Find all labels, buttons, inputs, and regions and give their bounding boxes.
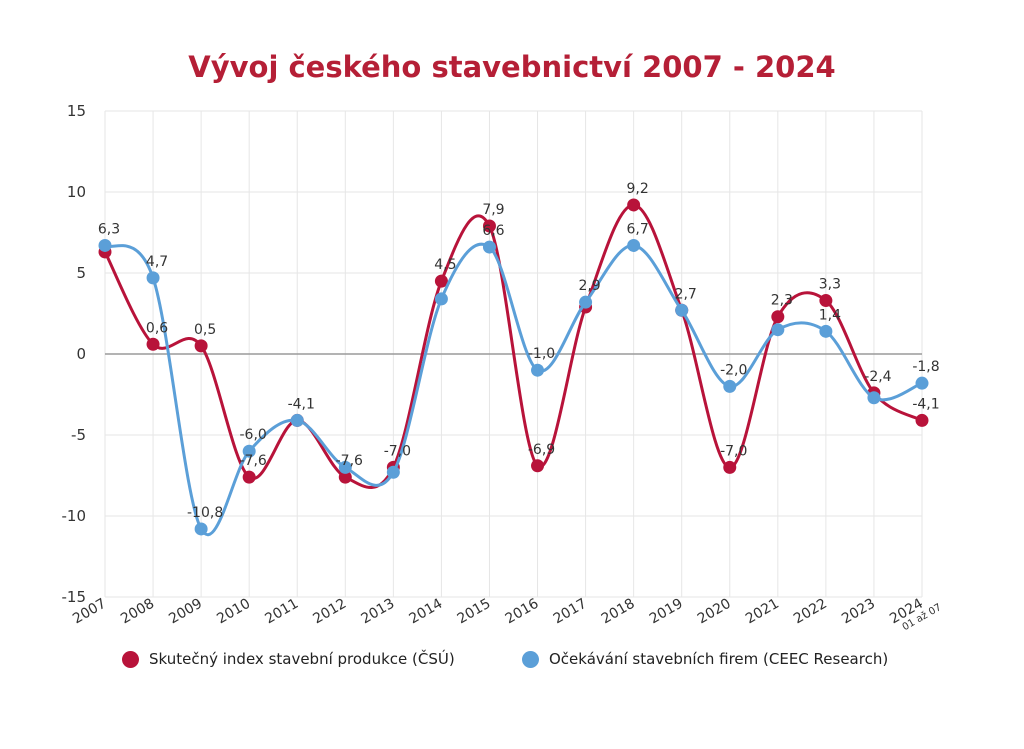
data-point-ceec [386,465,400,479]
data-point-csu [146,337,160,351]
data-point-ceec [146,271,160,285]
legend-item-ceec: Očekávání stavebních firem (CEEC Researc… [522,650,888,668]
data-label-ceec: -6,0 [240,427,267,443]
data-point-ceec [627,238,641,252]
data-point-csu [723,460,737,474]
x-tick-label: 2018 [599,596,638,628]
series-line-csu [103,203,923,489]
data-point-ceec [98,238,112,252]
data-point-ceec [723,379,737,393]
data-label-ceec: -4,1 [288,396,315,412]
x-tick-label: 2009 [166,596,205,628]
data-point-ceec [242,444,256,458]
data-label-csu: -6,9 [528,442,555,458]
data-point-csu [194,339,208,353]
data-label-csu: -4,1 [912,396,939,412]
data-point-csu [338,470,352,484]
data-point-ceec [338,460,352,474]
data-label-csu: -7,0 [720,443,747,459]
data-label-ceec: 6,6 [482,223,504,239]
data-point-ceec [771,323,785,337]
data-label-ceec: 2,7 [675,286,697,302]
data-label-csu: 3,3 [819,277,841,293]
x-tick-label: 2022 [791,596,830,628]
legend-marker-ceec [522,650,539,668]
data-label-csu: 0,5 [194,322,216,338]
data-label-csu: 7,9 [482,202,504,218]
data-point-ceec [867,391,881,405]
y-tick-label: 15 [67,102,86,120]
y-tick-label: 10 [67,183,86,201]
data-point-ceec [531,363,545,377]
x-tick-label: 2015 [455,596,494,628]
series-line-ceec [104,242,923,537]
legend: Skutečný index stavební produkce (ČSÚ) O… [0,650,1024,690]
y-tick-label: 5 [76,264,86,282]
data-point-csu [531,459,545,473]
x-tick-label: 2020 [695,596,734,628]
data-label-csu: -7,6 [336,453,363,469]
x-tick-label: 2016 [503,596,542,628]
data-point-csu [915,413,929,427]
data-point-ceec [915,376,929,390]
data-label-ceec: -1,0 [528,346,555,362]
x-tick-label: 2008 [118,596,157,628]
y-tick-label: -10 [62,507,87,525]
legend-marker-csu [122,650,139,668]
data-point-csu [242,470,256,484]
x-tick-label: 2023 [839,596,878,628]
data-label-csu: -2,4 [864,369,891,385]
data-point-csu [627,198,641,212]
data-point-ceec [579,295,593,309]
data-label-csu: 0,6 [146,320,168,336]
data-label-ceec: -2,0 [720,362,747,378]
data-label-csu: -7,6 [240,453,267,469]
data-label-ceec: -1,8 [912,359,939,375]
data-point-csu [434,274,448,288]
x-tick-label: 2014 [407,596,446,628]
x-tick-label: 2019 [647,596,686,628]
data-point-csu [819,294,833,308]
data-point-csu [771,310,785,324]
data-point-ceec [675,303,689,317]
data-label-ceec: 1,4 [819,307,841,323]
data-point-ceec [482,240,496,254]
y-tick-label: -5 [71,426,86,444]
data-label-ceec: 6,3 [98,221,120,237]
legend-item-csu: Skutečný index stavební produkce (ČSÚ) [122,650,455,668]
data-label-ceec: -10,8 [187,505,223,521]
y-tick-label: 0 [76,345,86,363]
data-label-ceec: 4,7 [146,254,168,270]
data-point-ceec [194,522,208,536]
data-label-csu: -7,0 [384,443,411,459]
data-label-ceec: 2,9 [578,278,600,294]
data-label-csu: 2,3 [771,293,793,309]
data-point-ceec [434,292,448,306]
x-tick-label: 2011 [262,596,301,628]
x-tick-label: 2010 [214,596,253,628]
data-point-ceec [290,413,304,427]
x-tick-label: 2013 [358,596,397,628]
legend-label-csu: Skutečný index stavební produkce (ČSÚ) [149,650,455,668]
y-tick-label: -15 [62,588,87,606]
data-point-ceec [819,324,833,338]
data-point-csu [482,219,496,233]
data-label-csu: 4,5 [434,257,456,273]
data-label-ceec: 6,7 [627,221,649,237]
x-tick-label: 2021 [743,596,782,628]
x-tick-label: 2017 [551,596,590,628]
legend-label-ceec: Očekávání stavebních firem (CEEC Researc… [549,650,889,668]
data-label-csu: 9,2 [627,181,649,197]
x-tick-label: 2012 [310,596,349,628]
chart-title: Vývoj českého stavebnictví 2007 - 2024 [188,50,836,84]
